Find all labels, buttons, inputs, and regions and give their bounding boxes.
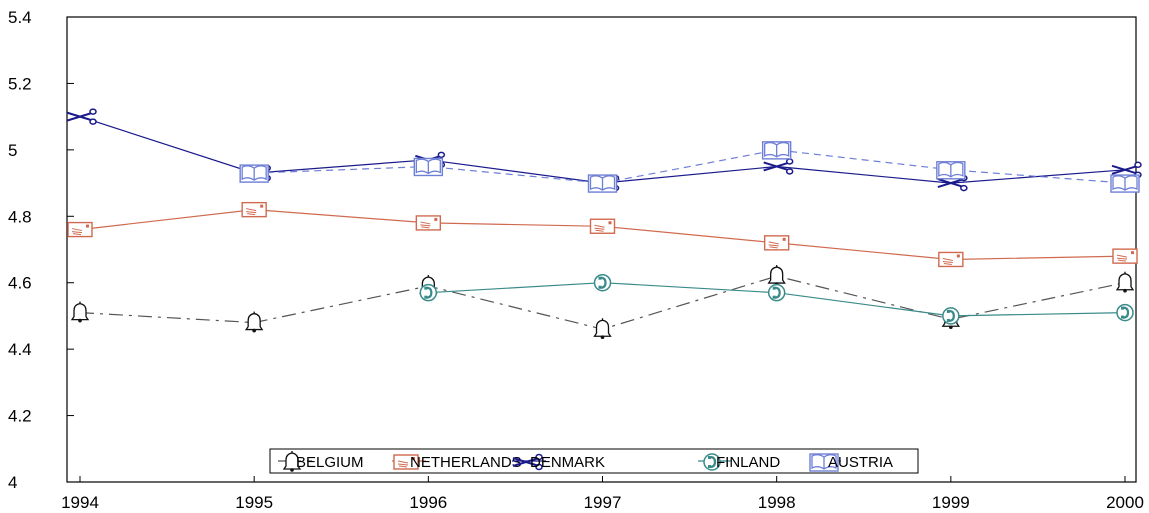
data-point-belgium [1115,271,1135,293]
y-tick-label: 5.2 [8,74,32,93]
legend-label: BELGIUM [296,454,364,471]
x-tick-label: 1996 [409,493,447,512]
series-belgium [70,265,1135,340]
data-point-finland [767,283,786,302]
y-tick-label: 4 [8,473,17,492]
data-point-belgium [70,301,90,323]
y-tick-label: 5.4 [8,8,32,27]
data-point-austria [936,161,966,180]
data-point-finland [942,307,960,325]
series-line-austria [254,149,1126,184]
data-point-austria [587,174,618,193]
legend-marker-envelope-icon [393,454,419,470]
data-point-belgium [244,311,264,333]
x-tick-label: 1997 [584,493,622,512]
y-tick-label: 4.2 [8,407,32,426]
data-point-austria [761,141,792,160]
data-point-netherlands [415,215,442,231]
data-point-belgium [593,318,612,340]
data-point-netherlands [67,221,93,238]
legend-marker-bell-icon [282,451,302,472]
data-point-netherlands [938,251,964,268]
x-tick-label: 1998 [758,493,796,512]
data-point-austria [1110,174,1140,193]
x-tick-label: 1994 [61,493,99,512]
data-point-netherlands [763,235,790,251]
y-tick-label: 5 [8,141,17,160]
legend-item-denmark: DENMARK [512,453,605,471]
y-tick-label: 4.8 [8,207,32,226]
data-point-finland [419,283,438,302]
legend: BELGIUM NETHERLANDS DENMARK FINLAND AUSTRIA [269,448,919,474]
x-axis: 1994 1995 1996 1997 1998 1999 2000 [61,476,1144,512]
data-point-denmark [763,158,794,175]
data-point-netherlands [1112,248,1138,264]
legend-marker-book-icon [809,453,839,472]
series-austria [239,141,1140,193]
legend-marker-phone-icon [703,453,721,471]
x-tick-label: 1999 [932,493,970,512]
x-tick-label: 2000 [1106,493,1144,512]
data-point-belgium [767,265,786,286]
series-finland [419,273,1134,325]
data-point-finland [1116,303,1134,322]
y-tick-label: 4.6 [8,274,32,293]
legend-item-belgium: BELGIUM [278,451,364,472]
data-point-finland [593,273,612,292]
legend-marker-scissors-icon [512,453,543,471]
data-point-netherlands [241,201,267,218]
legend-label: AUSTRIA [828,454,893,471]
legend-label: FINLAND [716,454,780,471]
legend-label: NETHERLANDS [410,454,522,471]
plot-area [66,16,1137,483]
series-netherlands [67,201,1138,268]
y-tick-label: 4.4 [8,340,32,359]
legend-item-finland: FINLAND [698,453,780,471]
data-point-austria [413,157,444,177]
data-point-austria [239,164,269,183]
legend-item-austria: AUSTRIA [809,453,893,472]
data-point-denmark [66,108,97,125]
legend-item-netherlands: NETHERLANDS [392,454,522,471]
legend-label: DENMARK [530,454,605,471]
series-layer [66,108,1142,340]
data-point-netherlands [589,218,616,234]
y-axis: 4 4.2 4.4 4.6 4.8 5 5.2 5.4 [8,8,74,492]
x-tick-label: 1995 [235,493,273,512]
